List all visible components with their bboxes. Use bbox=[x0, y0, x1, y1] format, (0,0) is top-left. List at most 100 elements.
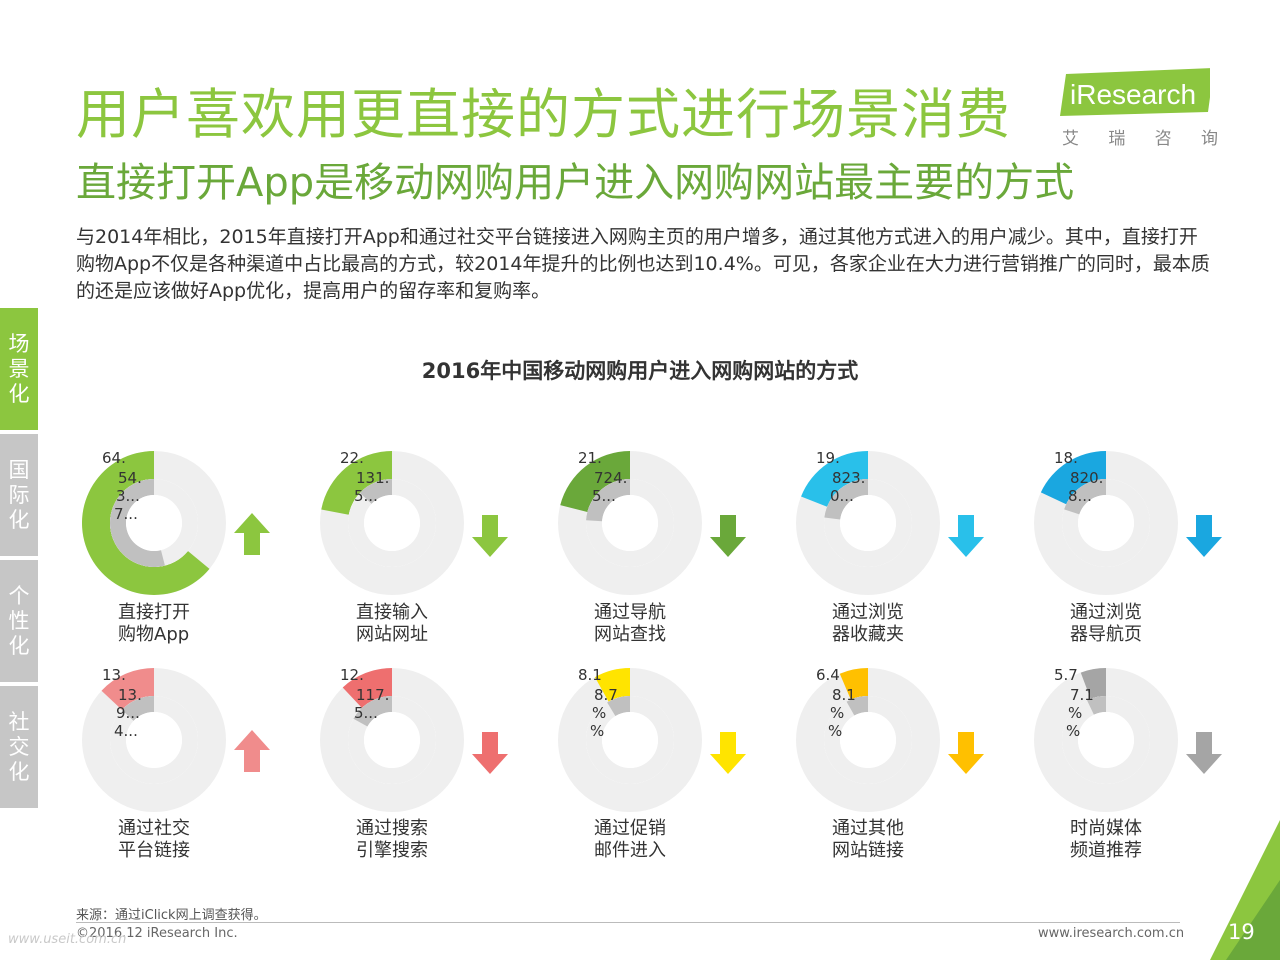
category-label-line: 器收藏夹 bbox=[832, 624, 904, 645]
tab-char: 化 bbox=[8, 381, 30, 406]
category-label-line: 网站查找 bbox=[594, 624, 666, 645]
extra-value-label: % bbox=[592, 704, 606, 722]
donut-hole bbox=[840, 712, 896, 768]
category-label-line: 引擎搜索 bbox=[356, 840, 428, 861]
donut-chart: 19. 823.0... bbox=[796, 449, 940, 595]
middle-value-label: 823. bbox=[832, 469, 865, 487]
category-label-line: 通过社交 bbox=[118, 818, 190, 839]
category-label: 通过浏览 器导航页 bbox=[1070, 602, 1210, 646]
middle-slice bbox=[586, 479, 630, 522]
copyright: ©2016.12 iResearch Inc. bbox=[76, 926, 238, 941]
outer-slice bbox=[594, 668, 630, 702]
category-label-line: 邮件进入 bbox=[594, 840, 666, 861]
logo-char: 咨 bbox=[1154, 129, 1172, 149]
outer-value-label: 19. bbox=[816, 449, 840, 467]
tab-char: 际 bbox=[8, 482, 30, 507]
outer-slice bbox=[321, 451, 392, 515]
outer-slice bbox=[1080, 668, 1106, 699]
outer-slice bbox=[101, 668, 154, 710]
donut-hole bbox=[364, 712, 420, 768]
middle-slice bbox=[1064, 479, 1106, 515]
extra-value-label: 8... bbox=[1068, 487, 1092, 505]
logo-char: 询 bbox=[1200, 129, 1218, 149]
source-note: 来源：通过iClick网上调查获得。 bbox=[76, 908, 267, 923]
middle-value-label: 131. bbox=[356, 469, 389, 487]
trend-down-arrow-icon bbox=[948, 732, 984, 774]
extra-value-label: 7... bbox=[114, 505, 138, 523]
category-label: 通过其他 网站链接 bbox=[832, 818, 972, 862]
trend-down-arrow-icon bbox=[1186, 732, 1222, 774]
donut-hole bbox=[1078, 495, 1134, 551]
category-label-line: 频道推荐 bbox=[1070, 840, 1142, 861]
corner-decoration bbox=[1210, 820, 1280, 960]
tab-char: 交 bbox=[8, 734, 30, 759]
page-number: 19 bbox=[1228, 920, 1255, 944]
donut-chart: 64. 54.3...7... bbox=[81, 449, 226, 596]
tab-char: 化 bbox=[8, 507, 30, 532]
category-label-line: 通过搜索 bbox=[356, 818, 428, 839]
tab-char: 个 bbox=[8, 583, 30, 608]
donut-chart: 13.13.9...4... bbox=[82, 666, 226, 812]
trend-down-arrow-icon bbox=[472, 515, 508, 557]
category-label: 时尚媒体 频道推荐 bbox=[1070, 818, 1210, 862]
logo-brand-text: iResearch bbox=[1070, 79, 1196, 110]
category-label: 通过浏览 器收藏夹 bbox=[832, 602, 972, 646]
extra-value-label: 9... bbox=[116, 704, 140, 722]
donut-chart: 6.4 8.1%% bbox=[796, 666, 940, 812]
middle-slice bbox=[1087, 696, 1106, 715]
footer-url[interactable]: www.iresearch.com.cn bbox=[1038, 926, 1185, 941]
extra-value-label: % bbox=[828, 722, 842, 740]
middle-value-label: 54. bbox=[118, 469, 142, 487]
logo-char: 瑞 bbox=[1108, 129, 1126, 149]
middle-slice bbox=[824, 479, 868, 520]
middle-value-label: 820. bbox=[1070, 469, 1103, 487]
category-label: 直接打开 购物App bbox=[118, 602, 258, 646]
extra-value-label: 0... bbox=[830, 487, 854, 505]
middle-value-label: 724. bbox=[594, 469, 627, 487]
extra-value-label: 5... bbox=[592, 487, 616, 505]
outer-value-label: 8.1 bbox=[578, 666, 602, 684]
middle-value-label: 8.1 bbox=[832, 686, 856, 704]
footer-divider bbox=[76, 922, 1180, 923]
sidebar-tab-personalization[interactable]: 个 性 化 bbox=[0, 560, 38, 682]
middle-slice bbox=[846, 696, 868, 716]
donut-chart: 12. 117.5... bbox=[320, 666, 464, 812]
donut-chart: 5.7 7.1%% bbox=[1034, 666, 1178, 812]
category-label: 通过促销 邮件进入 bbox=[594, 818, 734, 862]
category-label-line: 平台链接 bbox=[118, 840, 190, 861]
tab-char: 社 bbox=[8, 709, 30, 734]
category-label-line: 网站网址 bbox=[356, 624, 428, 645]
description-text: 与2014年相比，2015年直接打开App和通过社交平台链接进入网购主页的用户增… bbox=[76, 226, 1210, 302]
extra-value-label: % bbox=[830, 704, 844, 722]
category-label-line: 通过浏览 bbox=[832, 602, 904, 623]
outer-value-label: 22. bbox=[340, 449, 364, 467]
page-subtitle: 直接打开App是移动网购用户进入网购网站最主要的方式 bbox=[76, 160, 1075, 206]
category-label-line: 通过其他 bbox=[832, 818, 904, 839]
sidebar-tab-scene[interactable]: 场 景 化 bbox=[0, 308, 38, 430]
middle-slice bbox=[121, 696, 154, 721]
tab-char: 化 bbox=[8, 633, 30, 658]
donut-chart: 21. 724.5... bbox=[558, 449, 702, 595]
outer-value-label: 6.4 bbox=[816, 666, 840, 684]
category-label-line: 器导航页 bbox=[1070, 624, 1142, 645]
category-label-line: 时尚媒体 bbox=[1070, 818, 1142, 839]
outer-slice bbox=[839, 668, 868, 700]
donut-hole bbox=[126, 712, 182, 768]
donut-hole bbox=[126, 495, 182, 551]
sidebar-tab-international[interactable]: 国 际 化 bbox=[0, 434, 38, 556]
outer-value-label: 64. bbox=[102, 449, 126, 467]
extra-value-label: % bbox=[1066, 722, 1080, 740]
trend-down-arrow-icon bbox=[710, 515, 746, 557]
category-label-line: 购物App bbox=[118, 624, 190, 645]
outer-value-label: 12. bbox=[340, 666, 364, 684]
trend-up-arrow-icon bbox=[234, 513, 270, 555]
chart-title: 2016年中国移动网购用户进入网购网站的方式 bbox=[421, 359, 859, 383]
category-label-line: 通过促销 bbox=[594, 818, 666, 839]
middle-value-label: 13. bbox=[118, 686, 142, 704]
category-label-line: 网站链接 bbox=[832, 840, 904, 861]
trend-down-arrow-icon bbox=[710, 732, 746, 774]
outer-value-label: 5.7 bbox=[1054, 666, 1078, 684]
extra-value-label: % bbox=[590, 722, 604, 740]
sidebar-tab-social[interactable]: 社 交 化 bbox=[0, 686, 38, 808]
